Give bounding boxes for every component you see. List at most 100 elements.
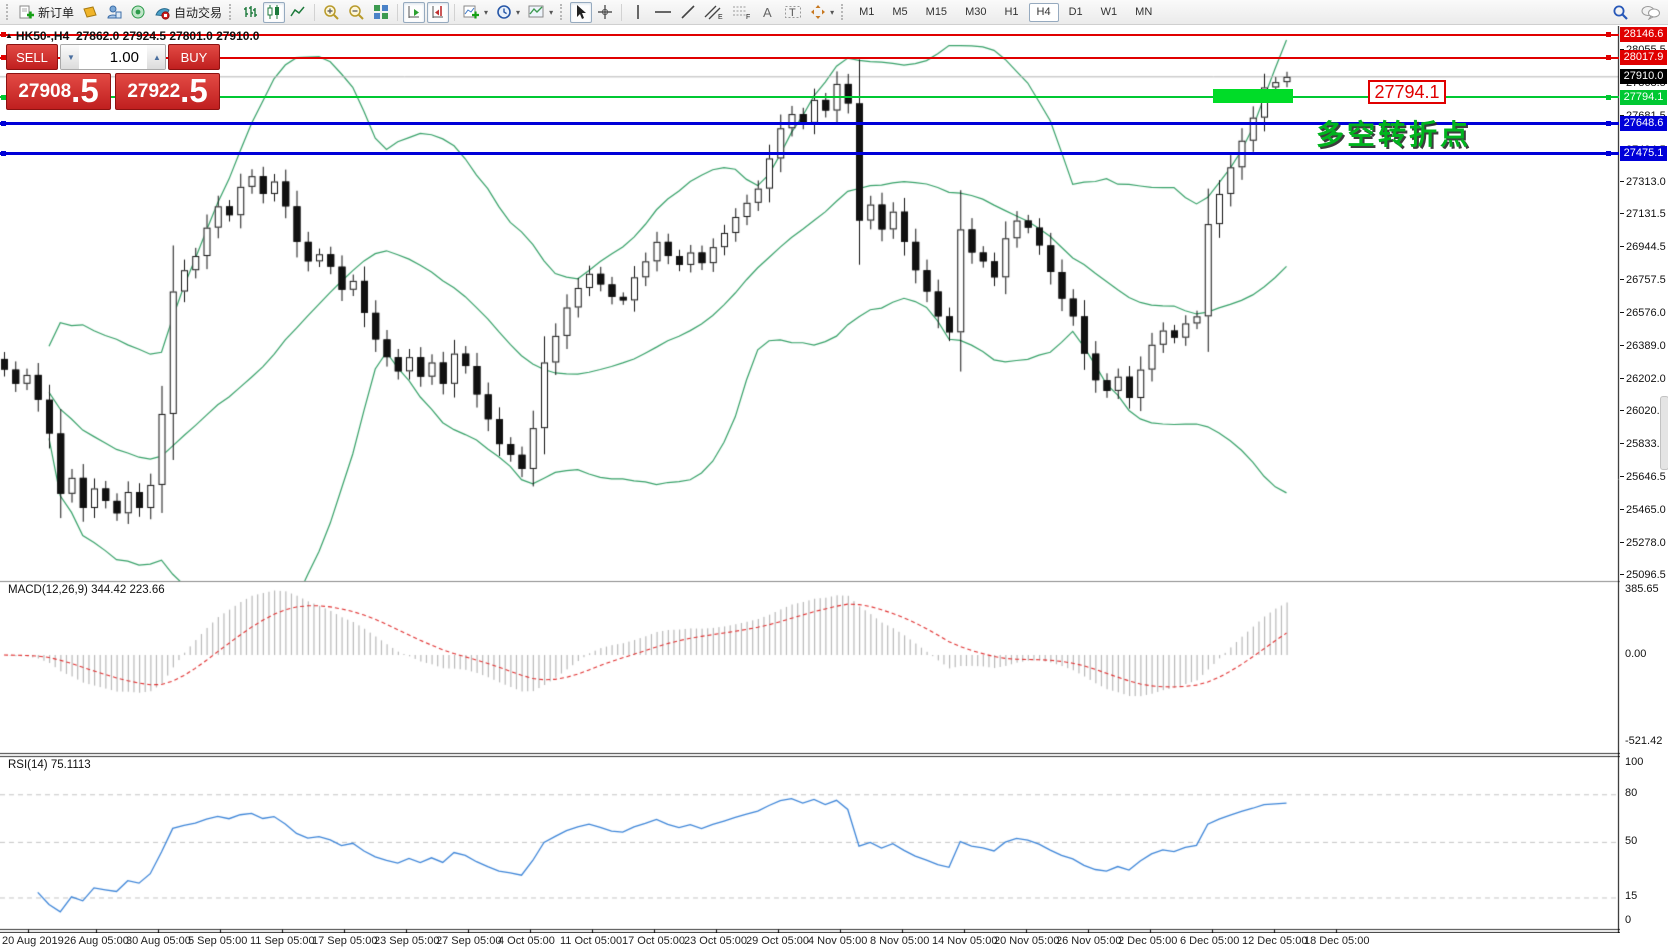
rsi-axis-15: 15 bbox=[1625, 890, 1638, 902]
time-tick-label: 6 Dec 05:00 bbox=[1180, 935, 1240, 947]
search-icon[interactable] bbox=[1609, 2, 1632, 23]
auto-scroll-icon[interactable] bbox=[403, 1, 426, 23]
volume-input[interactable] bbox=[79, 45, 147, 69]
dropdown-caret-icon: ▾ bbox=[549, 7, 554, 17]
auto-trading-icon bbox=[154, 4, 171, 20]
time-tick-label: 12 Dec 05:00 bbox=[1242, 935, 1308, 947]
toolbar-grip[interactable] bbox=[841, 4, 846, 20]
resistance-line-28017[interactable] bbox=[0, 55, 1619, 61]
price-tick: 25096.5 bbox=[1620, 569, 1666, 581]
timeframe-h4[interactable]: H4 bbox=[1028, 2, 1059, 22]
timeframe-m5[interactable]: M5 bbox=[884, 3, 915, 22]
line-anchor[interactable] bbox=[1, 151, 6, 157]
timeframe-m15[interactable]: M15 bbox=[918, 3, 955, 22]
timeframe-w1[interactable]: W1 bbox=[1093, 3, 1126, 22]
svg-text:F: F bbox=[746, 14, 750, 20]
sell-button[interactable]: SELL bbox=[6, 44, 58, 70]
toolbar-grip[interactable] bbox=[560, 4, 565, 20]
support-line-27475[interactable] bbox=[0, 151, 1619, 157]
equidistant-channel-icon[interactable]: E bbox=[701, 2, 727, 23]
zoom-out-icon[interactable] bbox=[345, 2, 368, 23]
price-tick: 25278.0 bbox=[1620, 537, 1666, 549]
line-anchor[interactable] bbox=[1, 120, 6, 126]
line-anchor[interactable] bbox=[1606, 151, 1611, 157]
price-tick: 27131.5 bbox=[1620, 208, 1666, 220]
line-anchor[interactable] bbox=[1, 32, 6, 38]
periods-icon[interactable]: ▾ bbox=[493, 2, 523, 23]
text-icon[interactable]: A bbox=[757, 2, 779, 23]
rsi-axis-0: 0 bbox=[1625, 914, 1632, 926]
buy-price-int: 27922 bbox=[127, 81, 181, 102]
chart-canvas[interactable] bbox=[0, 26, 1620, 933]
macd-axis-zero: 0.00 bbox=[1625, 648, 1647, 660]
time-tick-label: 11 Oct 05:00 bbox=[560, 935, 623, 947]
toolbar-grip[interactable] bbox=[229, 4, 234, 20]
vertical-line-icon[interactable] bbox=[627, 2, 649, 23]
tile-windows-icon[interactable] bbox=[370, 2, 392, 23]
volume-increase-button[interactable]: ▲ bbox=[147, 45, 165, 69]
buy-button[interactable]: BUY bbox=[168, 44, 220, 70]
time-tick-label: 27 Sep 05:00 bbox=[436, 935, 502, 947]
collapse-panel-icon[interactable]: ▲ bbox=[5, 31, 13, 40]
sell-price-button[interactable]: 27908.5 bbox=[6, 73, 111, 110]
crosshair-icon[interactable] bbox=[594, 2, 616, 23]
time-axis[interactable]: 20 Aug 2019 26 Aug 05:00 30 Aug 05:00 5 Sep… bbox=[0, 933, 1668, 950]
zoom-in-icon[interactable] bbox=[320, 2, 343, 23]
line-anchor[interactable] bbox=[1, 55, 6, 61]
candlestick-chart-icon[interactable] bbox=[263, 1, 286, 23]
time-tick-label: 5 Sep 05:00 bbox=[188, 935, 248, 947]
price-tick: 26389.0 bbox=[1620, 340, 1666, 352]
chart-shift-icon[interactable] bbox=[427, 1, 450, 23]
line-anchor[interactable] bbox=[1606, 32, 1611, 38]
broadcast-icon[interactable] bbox=[127, 2, 149, 23]
line-anchor[interactable] bbox=[1606, 55, 1611, 61]
templates-icon[interactable]: ▾ bbox=[525, 2, 556, 23]
toolbar-grip[interactable] bbox=[6, 4, 11, 20]
arrows-shapes-icon[interactable]: ▾ bbox=[807, 2, 837, 23]
fibonacci-icon[interactable]: F bbox=[729, 2, 755, 23]
time-tick-label: 4 Nov 05:00 bbox=[808, 935, 868, 947]
timeframe-m30[interactable]: M30 bbox=[957, 3, 994, 22]
resistance-line-28146[interactable] bbox=[0, 32, 1619, 38]
indicators-icon[interactable]: ▾ bbox=[460, 2, 491, 23]
line-anchor[interactable] bbox=[1606, 120, 1611, 126]
price-annotation-label[interactable]: 27794.1 bbox=[1368, 80, 1446, 104]
time-tick-label: 4 Oct 05:00 bbox=[498, 935, 555, 947]
highlight-rectangle[interactable] bbox=[1213, 89, 1293, 103]
time-tick-label: 17 Sep 05:00 bbox=[312, 935, 378, 947]
buy-price-button[interactable]: 27922.5 bbox=[115, 73, 220, 110]
bar-chart-icon[interactable] bbox=[239, 2, 261, 23]
svg-text:E: E bbox=[718, 14, 723, 20]
line-anchor[interactable] bbox=[1, 94, 6, 100]
macd-axis-max: 385.65 bbox=[1625, 583, 1659, 595]
time-tick-label: 18 Dec 05:00 bbox=[1304, 935, 1370, 947]
support-line-27648[interactable] bbox=[0, 120, 1619, 126]
dropdown-caret-icon: ▾ bbox=[484, 7, 489, 17]
charts-profile-icon[interactable] bbox=[79, 2, 101, 23]
chat-icon[interactable] bbox=[1638, 2, 1664, 23]
volume-decrease-button[interactable]: ▼ bbox=[61, 45, 79, 69]
line-chart-icon[interactable] bbox=[287, 2, 309, 23]
time-tick-label: 26 Aug 05:00 bbox=[64, 935, 129, 947]
macd-axis-min: -521.42 bbox=[1625, 735, 1663, 747]
new-order-button[interactable]: 新订单 bbox=[16, 2, 77, 23]
cursor-icon[interactable] bbox=[570, 1, 593, 23]
pivot-line-27794[interactable] bbox=[0, 94, 1619, 100]
timeframe-mn[interactable]: MN bbox=[1127, 3, 1160, 22]
timeframe-d1[interactable]: D1 bbox=[1061, 3, 1091, 22]
horizontal-line-icon[interactable] bbox=[651, 2, 675, 23]
scrollbar-thumb[interactable] bbox=[1660, 396, 1668, 470]
text-label-icon[interactable]: T bbox=[781, 2, 805, 23]
pivot-annotation-text[interactable]: 多空转折点 bbox=[1316, 119, 1472, 150]
time-tick-label: 23 Sep 05:00 bbox=[374, 935, 440, 947]
sell-price-frac: .5 bbox=[71, 72, 99, 109]
trendline-icon[interactable] bbox=[677, 2, 699, 23]
buy-price-frac: .5 bbox=[180, 72, 208, 109]
line-anchor[interactable] bbox=[1606, 94, 1611, 100]
timeframe-m1[interactable]: M1 bbox=[851, 3, 882, 22]
auto-trading-button[interactable]: 自动交易 bbox=[151, 2, 225, 23]
new-order-icon bbox=[19, 4, 35, 20]
symbol-period: HK50-,H4 bbox=[15, 29, 70, 43]
account-icon[interactable] bbox=[103, 2, 125, 23]
timeframe-h1[interactable]: H1 bbox=[996, 3, 1026, 22]
